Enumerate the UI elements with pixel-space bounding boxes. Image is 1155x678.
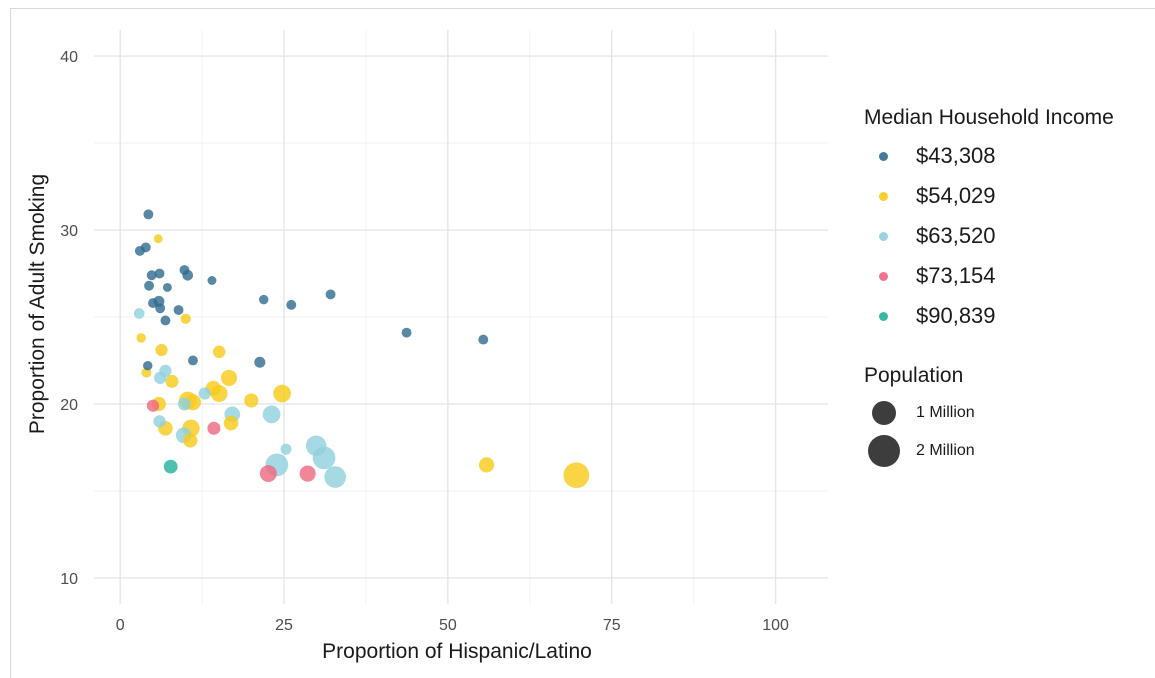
data-point xyxy=(563,462,590,489)
legend-circle-icon xyxy=(871,400,897,426)
x-axis-ticks: 0 25 50 75 100 xyxy=(116,617,789,634)
data-point xyxy=(262,405,281,424)
y-tick-label: 40 xyxy=(60,49,78,66)
data-point xyxy=(144,280,154,291)
data-point xyxy=(173,305,184,315)
color-legend-item: $73,154 xyxy=(864,256,1155,296)
legend-dot-icon xyxy=(879,152,888,161)
data-point xyxy=(146,399,160,412)
color-legend-label: $43,308 xyxy=(916,143,996,168)
data-point xyxy=(146,270,157,281)
size-legend: 1 Million 2 Million xyxy=(864,394,1155,470)
data-point xyxy=(155,343,168,357)
y-tick-label: 30 xyxy=(60,223,78,240)
data-point xyxy=(220,369,238,386)
color-legend-label: $63,520 xyxy=(916,223,996,248)
size-legend-label: 2 Million xyxy=(916,442,975,459)
x-tick-label: 0 xyxy=(116,617,125,634)
y-axis-ticks: 10 20 30 40 xyxy=(60,49,78,588)
data-point xyxy=(223,415,239,431)
y-tick-label: 20 xyxy=(60,397,78,414)
data-point xyxy=(180,313,191,324)
color-legend-item: $54,029 xyxy=(864,176,1155,216)
data-point xyxy=(244,393,259,408)
data-point xyxy=(154,268,165,279)
data-point xyxy=(136,333,146,343)
data-point xyxy=(160,315,171,326)
data-point xyxy=(133,308,145,319)
data-point xyxy=(134,245,145,256)
data-point xyxy=(177,397,191,411)
data-point xyxy=(259,294,269,305)
legend-dot-icon xyxy=(879,192,888,201)
data-point xyxy=(478,334,489,345)
data-point xyxy=(153,234,163,244)
data-point xyxy=(259,465,277,483)
data-point xyxy=(207,421,221,435)
data-point xyxy=(305,435,327,456)
color-legend-label: $73,154 xyxy=(916,263,996,288)
color-legend-item: $63,520 xyxy=(864,216,1155,256)
data-point xyxy=(163,459,178,474)
data-point xyxy=(179,265,190,275)
data-point xyxy=(212,345,226,359)
data-point xyxy=(155,303,166,314)
data-point xyxy=(162,282,172,292)
data-point xyxy=(254,356,266,368)
data-point xyxy=(143,360,153,371)
data-point xyxy=(183,433,198,448)
x-tick-label: 75 xyxy=(603,617,621,634)
data-point xyxy=(198,387,211,400)
x-tick-label: 25 xyxy=(275,617,293,634)
chart-frame xyxy=(10,8,1155,678)
color-legend-title: Median Household Income xyxy=(864,106,1114,129)
color-legend-label: $90,839 xyxy=(916,303,996,328)
size-legend-item: 1 Million xyxy=(864,394,1155,432)
legend-dot-icon xyxy=(879,272,888,281)
data-point xyxy=(401,327,412,338)
data-point xyxy=(324,466,347,488)
data-point xyxy=(153,415,166,428)
major-gridlines xyxy=(94,30,828,604)
minor-gridlines xyxy=(94,30,828,604)
data-point xyxy=(478,457,495,473)
data-points xyxy=(133,209,590,489)
chart-legend: Median Household Income $43,308 $54,029 $6… xyxy=(864,106,1155,470)
legend-dot-icon xyxy=(879,232,888,241)
data-point xyxy=(325,289,336,300)
data-point xyxy=(207,276,217,285)
y-axis-title: Proportion of Adult Smoking xyxy=(26,174,49,434)
x-tick-label: 50 xyxy=(439,617,457,634)
scatter-plot: 0 25 50 75 100 10 20 30 40 Proportion of Hispan… xyxy=(26,30,828,663)
data-point xyxy=(299,465,316,482)
y-tick-label: 10 xyxy=(60,571,78,588)
size-legend-label: 1 Million xyxy=(916,404,975,421)
x-axis-title: Proportion of Hispanic/Latino xyxy=(322,640,592,663)
legend-circle-icon xyxy=(867,434,901,468)
size-legend-item: 2 Million xyxy=(864,432,1155,470)
color-legend-item: $90,839 xyxy=(864,296,1155,336)
data-point xyxy=(188,355,198,366)
color-legend-item: $43,308 xyxy=(864,136,1155,176)
data-point xyxy=(148,298,158,309)
data-point xyxy=(273,384,291,403)
x-tick-label: 100 xyxy=(762,617,789,634)
data-point xyxy=(143,209,154,220)
legend-dot-icon xyxy=(879,312,888,321)
data-point xyxy=(280,443,292,455)
data-point xyxy=(165,374,179,388)
data-point xyxy=(286,299,297,310)
data-point xyxy=(154,371,167,385)
color-legend: $43,308 $54,029 $63,520 $73,154 $90,839 xyxy=(864,136,1155,336)
size-legend-title: Population xyxy=(864,364,964,387)
color-legend-label: $54,029 xyxy=(916,183,996,208)
